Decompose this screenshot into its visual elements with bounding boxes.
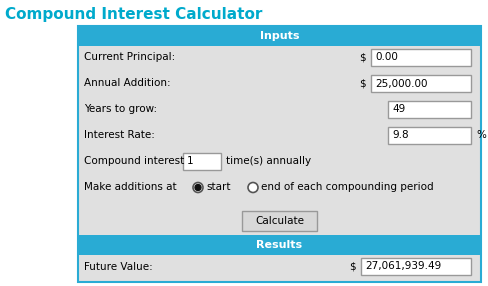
FancyBboxPatch shape [387, 101, 470, 118]
FancyBboxPatch shape [370, 75, 470, 92]
FancyBboxPatch shape [78, 26, 480, 46]
Text: $: $ [359, 78, 365, 88]
FancyBboxPatch shape [360, 258, 470, 275]
FancyBboxPatch shape [78, 235, 480, 255]
FancyBboxPatch shape [370, 49, 470, 66]
Text: %: % [475, 130, 485, 140]
Text: Interest Rate:: Interest Rate: [84, 130, 155, 140]
Text: 9.8: 9.8 [391, 130, 408, 140]
Text: Compound interest: Compound interest [84, 156, 184, 166]
Text: Compound Interest Calculator: Compound Interest Calculator [5, 7, 262, 21]
Text: Annual Addition:: Annual Addition: [84, 78, 170, 88]
Circle shape [248, 183, 257, 192]
Text: 27,061,939.49: 27,061,939.49 [364, 261, 440, 271]
Text: 25,000.00: 25,000.00 [374, 78, 427, 88]
Text: 49: 49 [391, 104, 405, 114]
FancyBboxPatch shape [242, 211, 316, 231]
Text: 0.00: 0.00 [374, 53, 397, 63]
Circle shape [195, 184, 201, 190]
Text: 1: 1 [186, 156, 193, 166]
Text: end of each compounding period: end of each compounding period [261, 182, 433, 192]
Text: $: $ [359, 53, 365, 63]
Text: Results: Results [256, 240, 302, 250]
FancyBboxPatch shape [183, 153, 221, 170]
Text: $: $ [348, 261, 355, 271]
Text: Calculate: Calculate [254, 216, 304, 226]
FancyBboxPatch shape [387, 127, 470, 144]
Text: start: start [205, 182, 230, 192]
Text: time(s) annually: time(s) annually [225, 156, 310, 166]
Circle shape [193, 183, 202, 192]
Text: Make additions at: Make additions at [84, 182, 176, 192]
FancyBboxPatch shape [78, 26, 480, 282]
Text: Years to grow:: Years to grow: [84, 104, 157, 114]
Text: Current Principal:: Current Principal: [84, 53, 175, 63]
Text: Inputs: Inputs [259, 31, 299, 41]
Text: Future Value:: Future Value: [84, 261, 152, 271]
